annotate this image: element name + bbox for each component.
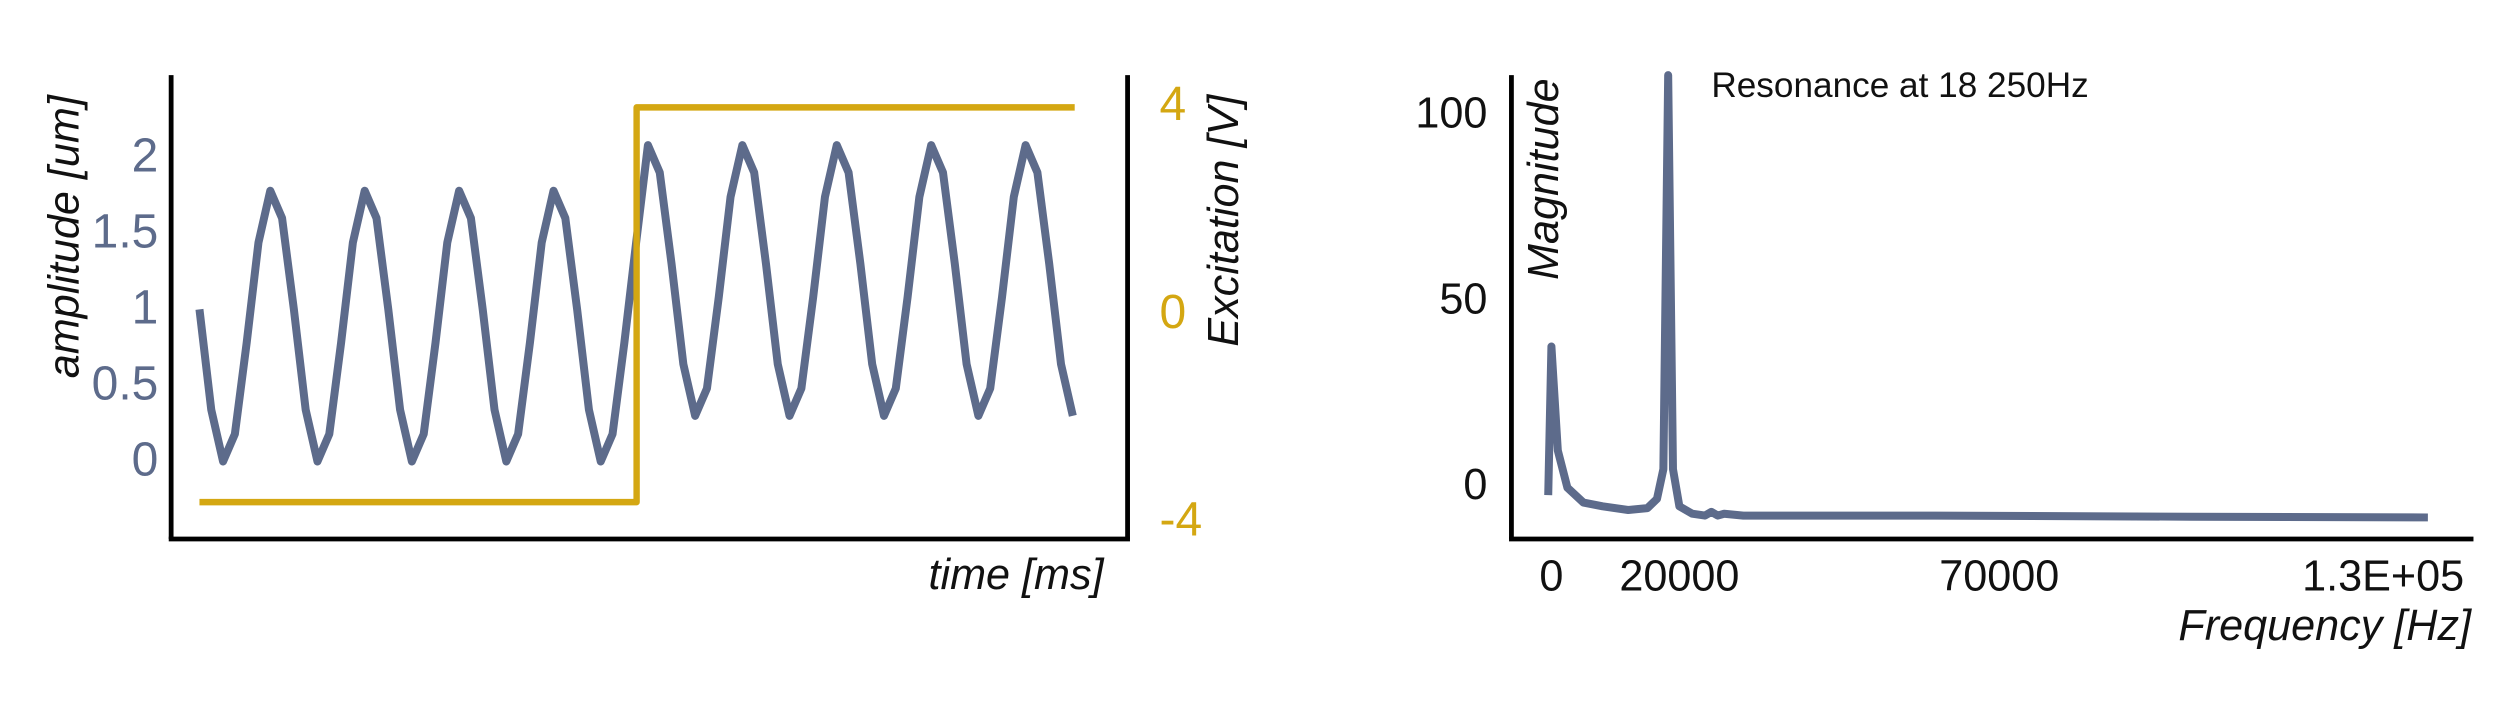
y2-tick-label: -4 — [1160, 494, 1203, 547]
line-series — [199, 104, 1075, 506]
y-tick-label: 2 — [132, 129, 159, 182]
figure-body: 0 0.5 1 1.5 2 -4 0 4 time [ms] amplitude [um] Exci… — [41, 66, 2474, 650]
y-tick-label: 1 — [132, 282, 159, 335]
y-tick-label: 0.5 — [92, 358, 159, 411]
x-tick-label: 0 — [1539, 552, 1563, 600]
y-tick-label: 50 — [1439, 275, 1487, 323]
y-tick-label: 0 — [1463, 461, 1487, 509]
y-tick-label: 0 — [132, 434, 159, 487]
y-tick-label: 100 — [1415, 89, 1487, 137]
x-axis-label: time [ms] — [928, 551, 1104, 599]
x-tick-label: 1.3E+05 — [2302, 552, 2464, 600]
y2-axis-label: Excitation [V] — [1200, 94, 1248, 347]
x-tick-label: 70000 — [1939, 552, 2059, 600]
line-series — [1544, 71, 2428, 522]
y2-tick-label: 4 — [1160, 78, 1187, 131]
x-axis-label: Frequency [Hz] — [2178, 602, 2472, 650]
x-tick-label: 20000 — [1619, 552, 1739, 600]
y2-tick-label: 0 — [1160, 286, 1187, 339]
y-tick-label: 1.5 — [92, 206, 159, 259]
annotation: Resonance at 18 250Hz — [1711, 66, 2088, 105]
y-axis-label: Magnitude — [1520, 78, 1568, 280]
y-axis-label: amplitude [um] — [41, 94, 89, 378]
